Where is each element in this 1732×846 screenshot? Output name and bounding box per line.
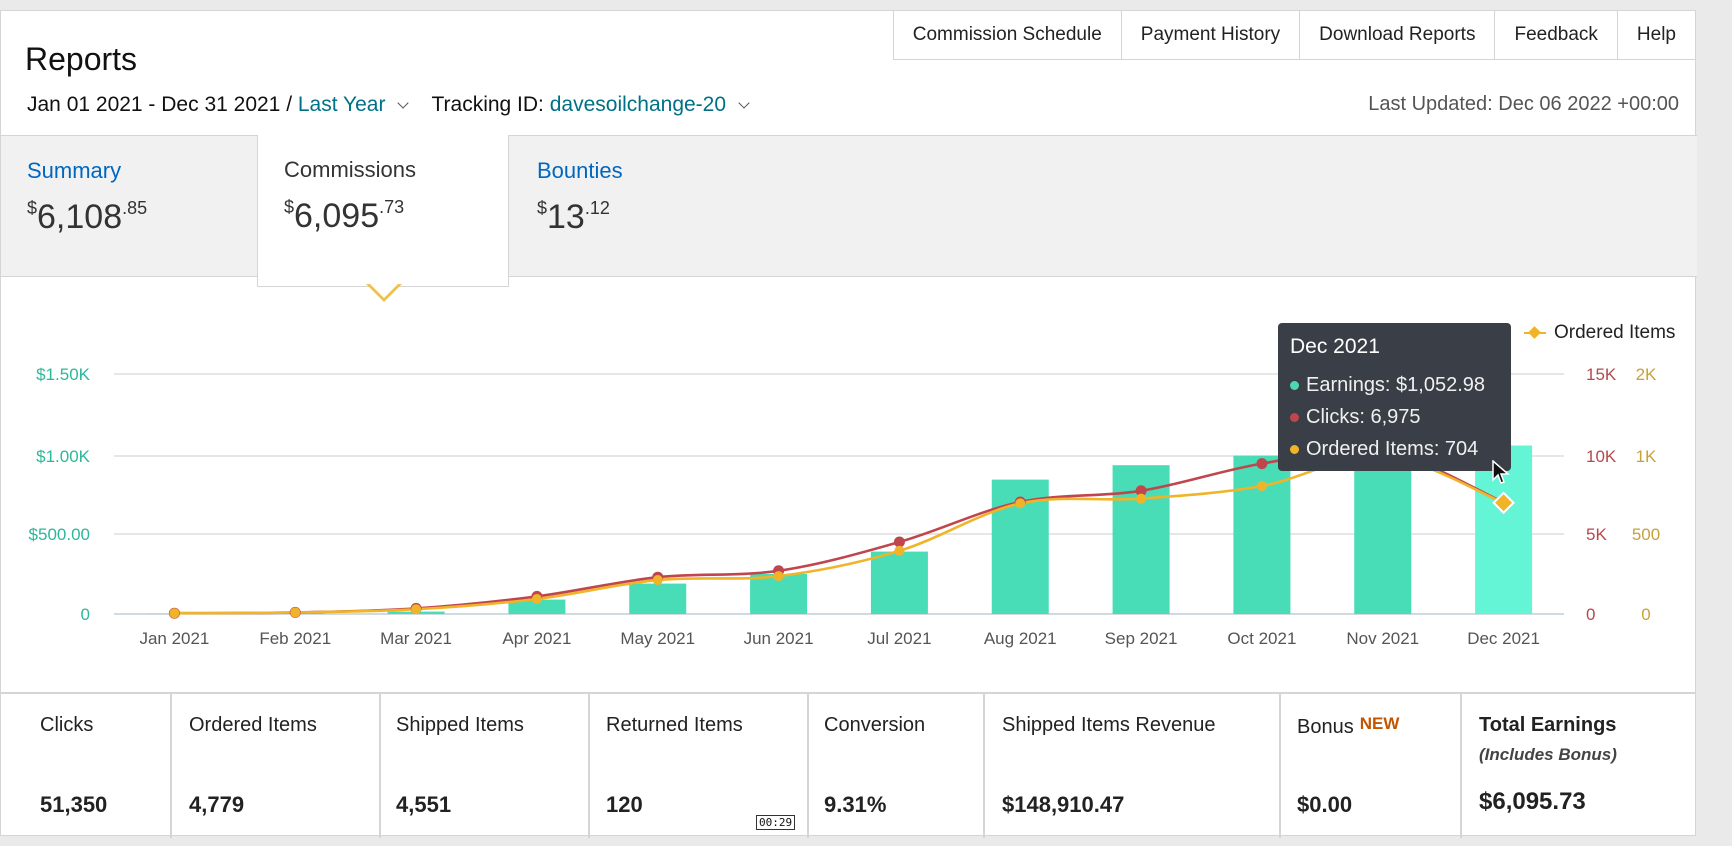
stat-clicks: Clicks 51,350 <box>0 694 172 838</box>
commissions-amount: $6,095.73 <box>284 197 405 235</box>
summary-amount: $6,108.85 <box>27 198 148 236</box>
date-preset-dropdown[interactable]: Last Year <box>297 93 386 116</box>
date-range-text: Jan 01 2021 - Dec 31 2021 / <box>27 93 293 116</box>
active-tab-pointer <box>366 282 402 302</box>
tab-bounties-label[interactable]: Bounties <box>537 158 623 183</box>
chevron-down-icon[interactable] <box>397 96 410 109</box>
tab-commissions-label[interactable]: Commissions <box>284 157 417 182</box>
tracking-id-dropdown[interactable]: davesoilchange-20 <box>549 93 727 116</box>
help-button[interactable]: Help <box>1617 11 1695 59</box>
tab-summary-label[interactable]: Summary <box>27 158 122 183</box>
new-badge: NEW <box>1359 714 1400 733</box>
dot-icon <box>1290 412 1299 422</box>
chart-tooltip: Dec 2021 Earnings: $1,052.98 Clicks: 6,9… <box>1278 323 1511 471</box>
tab-bounties[interactable]: Bounties $13.12 <box>513 136 769 278</box>
payment-history-button[interactable]: Payment History <box>1121 11 1301 59</box>
last-updated: Last Updated: Dec 06 2022 +00:00 <box>1368 93 1679 115</box>
report-tabs: Summary $6,108.85 Commissions $6,095.73 … <box>1 135 1697 287</box>
diamond-legend-icon <box>1524 326 1546 340</box>
page-title: Reports <box>25 41 138 77</box>
tab-summary[interactable]: Summary $6,108.85 <box>1 136 257 278</box>
commission-schedule-button[interactable]: Commission Schedule <box>893 11 1122 59</box>
legend-ordered-items[interactable]: Ordered Items <box>1524 322 1675 344</box>
legend-ordered-items-label: Ordered Items <box>1554 322 1676 343</box>
top-nav: Commission Schedule Payment History Down… <box>892 11 1695 60</box>
tooltip-row-ordered: Ordered Items: 704 <box>1290 433 1499 465</box>
dot-icon <box>1290 380 1299 390</box>
dot-icon <box>1290 444 1299 454</box>
bounties-amount: $13.12 <box>537 198 610 236</box>
feedback-button[interactable]: Feedback <box>1495 11 1618 59</box>
video-timestamp: 00:29 <box>756 815 796 830</box>
tracking-label: Tracking ID: <box>431 93 544 116</box>
chevron-down-icon[interactable] <box>738 96 750 109</box>
stat-shipped-items: Shipped Items 4,551 <box>381 694 590 838</box>
download-reports-button[interactable]: Download Reports <box>1300 11 1496 59</box>
tooltip-title: Dec 2021 <box>1290 335 1380 358</box>
tooltip-row-clicks: Clicks: 6,975 <box>1290 401 1499 433</box>
stats-row: Clicks 51,350 Ordered Items 4,779 Shipped … <box>0 692 1696 838</box>
stat-total-earnings: Total Earnings (Includes Bonus) $6,095.7… <box>1479 714 1617 815</box>
stat-conversion: Conversion 9.31% <box>809 694 985 838</box>
stat-returned-items: Returned Items 120 <box>590 694 809 838</box>
tab-commissions[interactable]: Commissions $6,095.73 <box>257 135 509 287</box>
tooltip-row-earnings: Earnings: $1,052.98 <box>1290 369 1499 401</box>
stat-bonus: Bonus NEW $0.00 <box>1281 694 1462 838</box>
stat-ordered-items: Ordered Items 4,779 <box>172 694 381 838</box>
stat-shipped-revenue: Shipped Items Revenue $148,910.47 <box>985 694 1281 838</box>
mouse-cursor-icon <box>1492 460 1510 484</box>
filters-bar: Jan 01 2021 - Dec 31 2021 / Last Year Tr… <box>27 93 762 117</box>
